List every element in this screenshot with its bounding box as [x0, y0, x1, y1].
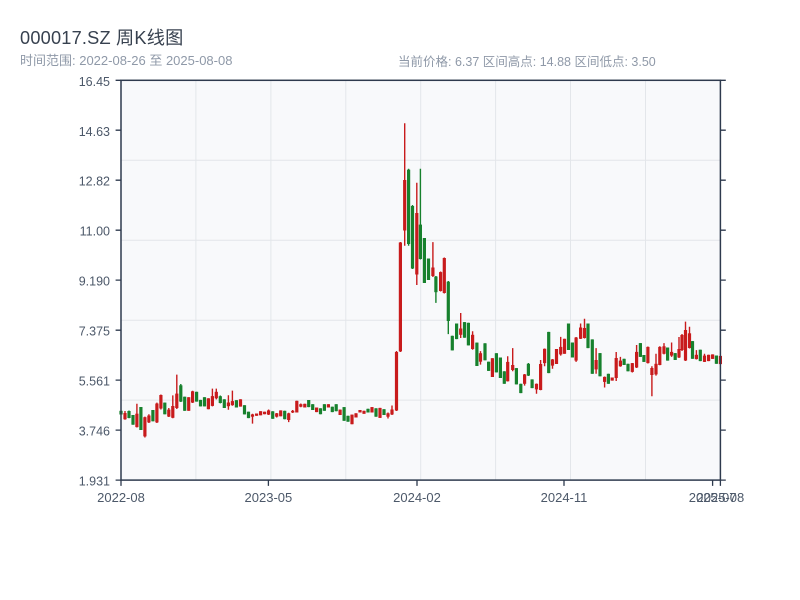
svg-text:14.63: 14.63 [79, 125, 110, 139]
svg-text:3.746: 3.746 [79, 425, 110, 439]
svg-text:12.82: 12.82 [79, 175, 110, 189]
svg-text:5.561: 5.561 [79, 375, 110, 389]
svg-text:1.931: 1.931 [79, 475, 110, 489]
svg-text:2025-08: 2025-08 [697, 490, 745, 505]
svg-text:16.45: 16.45 [79, 75, 110, 89]
svg-text:2023-05: 2023-05 [245, 490, 293, 505]
svg-text:2022-08: 2022-08 [97, 490, 145, 505]
svg-text:11.00: 11.00 [80, 225, 110, 239]
svg-text:2025-07: 2025-07 [689, 490, 737, 505]
svg-text:9.190: 9.190 [79, 275, 110, 289]
svg-text:2024-11: 2024-11 [541, 490, 588, 505]
svg-text:2024-02: 2024-02 [393, 490, 441, 505]
svg-text:7.375: 7.375 [79, 325, 110, 339]
